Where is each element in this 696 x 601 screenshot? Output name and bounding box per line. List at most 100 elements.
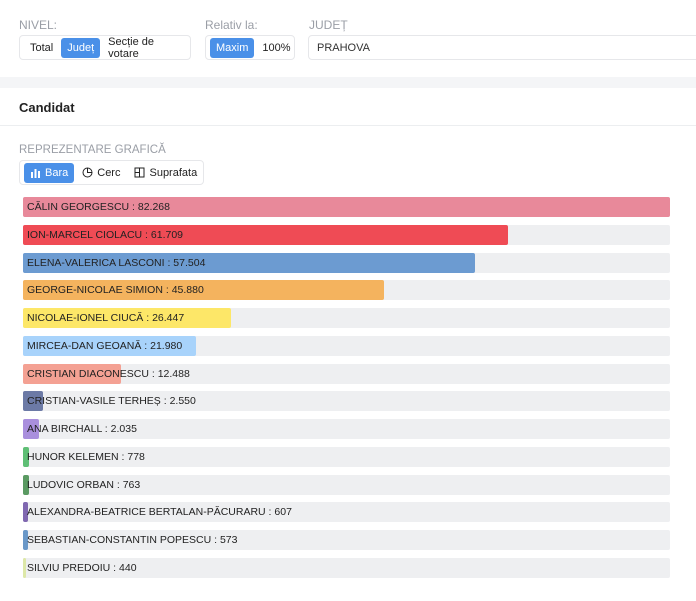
bar-track: ANA BIRCHALL : 2.035	[23, 419, 670, 439]
bar	[23, 530, 28, 550]
bar-track: SEBASTIAN-CONSTANTIN POPESCU : 573	[23, 530, 670, 550]
option[interactable]: 100%	[262, 41, 291, 54]
bar-track: GEORGE-NICOLAE SIMION : 45.880	[23, 280, 670, 301]
bar-track: CRISTIAN-VASILE TERHEȘ : 2.550	[23, 391, 670, 412]
bar-track: ALEXANDRA-BEATRICE BERTALAN-PĂCURARU : 6…	[23, 502, 670, 523]
value-label: 763	[122, 478, 141, 491]
bar-label: SILVIU PREDOIU : 440	[27, 562, 137, 574]
candidate-name: CRISTIAN DIACONESCU	[27, 367, 149, 380]
candidate-name: GEORGE-NICOLAE SIMION	[27, 284, 163, 297]
bar-track: LUDOVIC ORBAN : 763	[23, 474, 670, 495]
tab-label: Suprafata	[149, 166, 198, 179]
bar-track: NICOLAE-IONEL CIUCĂ : 26.447	[23, 308, 670, 328]
option[interactable]: Județ	[61, 37, 101, 58]
bar-label: LUDOVIC ORBAN : 763	[27, 479, 140, 491]
candidate-name: HUNOR KELEMEN	[27, 450, 119, 463]
option[interactable]: Secție de votare	[108, 35, 155, 60]
chart-card: Candidat REPREZENTARE GRAFICĂ Bara Cerc Su…	[0, 88, 696, 601]
bar-track: CĂLIN GEORGESCU : 82.268	[23, 197, 670, 217]
bar	[23, 557, 27, 578]
bar	[23, 391, 44, 412]
relative-label: Relativ la:	[205, 18, 258, 32]
value-label: 607	[274, 506, 292, 519]
value-label: 21.980	[150, 339, 183, 352]
bar-label: GEORGE-NICOLAE SIMION : 45.880	[27, 284, 204, 296]
bar-label: NICOLAE-IONEL CIUCĂ : 26.447	[27, 312, 184, 324]
candidate-name: ION-MARCEL CIOLACU	[27, 228, 143, 241]
separator: :	[113, 478, 123, 491]
level-group: Total Județ Secție de votare	[19, 35, 191, 60]
tab-label: Cerc	[97, 166, 121, 179]
bar	[23, 197, 670, 217]
bar-label: ION-MARCEL CIOLACU : 61.709	[27, 229, 183, 241]
tab-label: Bara	[45, 166, 69, 179]
candidate-name: CĂLIN GEORGESCU	[27, 201, 130, 213]
filter-card: NIVEL: Total Județ Secție de votare Relati…	[0, 0, 696, 77]
bar-track: ELENA-VALERICA LASCONI : 57.504	[23, 252, 670, 273]
bar-label: ELENA-VALERICA LASCONI : 57.504	[27, 257, 205, 269]
separator: :	[118, 450, 128, 463]
value-label: 61.709	[150, 228, 184, 241]
option[interactable]: Maxim	[210, 37, 255, 58]
bar	[23, 363, 122, 384]
value-label: 2.035	[110, 423, 137, 435]
tab-icon	[30, 168, 41, 178]
separator: :	[164, 256, 174, 269]
separator: :	[142, 228, 151, 241]
candidate-name: MIRCEA-DAN GEOANĂ	[27, 339, 142, 352]
value-label: 440	[119, 561, 137, 574]
separator: :	[148, 367, 158, 380]
bar	[23, 224, 509, 245]
tab[interactable]: Suprafata	[128, 163, 203, 183]
bar	[23, 280, 384, 301]
bar-label: SEBASTIAN-CONSTANTIN POPESCU : 573	[27, 534, 237, 546]
candidate-name: ELENA-VALERICA LASCONI	[27, 256, 165, 269]
bar	[23, 474, 29, 495]
option[interactable]: Total	[30, 41, 54, 54]
county-label: JUDEȚ	[309, 18, 348, 32]
bar	[23, 252, 476, 273]
candidate-name: NICOLAE-IONEL CIUCĂ	[27, 312, 144, 324]
separator: :	[141, 339, 151, 352]
separator: :	[129, 201, 138, 213]
tab[interactable]: Bara	[24, 162, 75, 183]
divider	[0, 125, 696, 126]
panel-title: Candidat	[19, 100, 75, 115]
candidate-name: SILVIU PREDOIU	[27, 561, 111, 574]
bar-label: ALEXANDRA-BEATRICE BERTALAN-PĂCURARU : 6…	[27, 506, 292, 518]
value-label: 2.550	[169, 395, 196, 408]
bar-label: CRISTIAN-VASILE TERHEȘ : 2.550	[27, 395, 196, 407]
separator: :	[265, 506, 275, 519]
bar	[23, 446, 30, 467]
tab-icon	[134, 167, 145, 178]
candidate-name: ALEXANDRA-BEATRICE BERTALAN-PĂCURARU	[27, 506, 266, 519]
bar-label: MIRCEA-DAN GEOANĂ : 21.980	[27, 340, 182, 352]
value-label: 26.447	[152, 312, 185, 324]
bar-track: CRISTIAN DIACONESCU : 12.488	[23, 363, 670, 384]
county-input[interactable]: PRAHOVA	[308, 35, 696, 60]
value-label: 57.504	[173, 256, 206, 269]
separator: :	[143, 312, 153, 324]
separator: :	[101, 423, 111, 435]
bar	[23, 335, 196, 356]
value-label: 573	[219, 534, 238, 546]
candidate-name: LUDOVIC ORBAN	[27, 478, 114, 491]
bar	[23, 419, 39, 439]
tab-icon	[82, 167, 93, 178]
tab[interactable]: Cerc	[76, 163, 126, 183]
relative-group: Maxim 100%	[205, 35, 295, 60]
separator: :	[110, 561, 120, 574]
bar-track: ION-MARCEL CIOLACU : 61.709	[23, 224, 670, 245]
bar-track: HUNOR KELEMEN : 778	[23, 446, 670, 467]
separator: :	[160, 395, 170, 408]
value-label: 82.268	[137, 201, 170, 213]
candidate-name: ANA BIRCHALL	[27, 423, 102, 435]
bar	[23, 308, 231, 328]
separator: :	[211, 534, 220, 546]
value-label: 45.880	[171, 284, 204, 297]
bar-label: CRISTIAN DIACONESCU : 12.488	[27, 368, 190, 380]
bar-label: ANA BIRCHALL : 2.035	[27, 423, 137, 435]
panel-subtitle: REPREZENTARE GRAFICĂ	[19, 144, 166, 156]
bar-label: CĂLIN GEORGESCU : 82.268	[27, 201, 170, 213]
